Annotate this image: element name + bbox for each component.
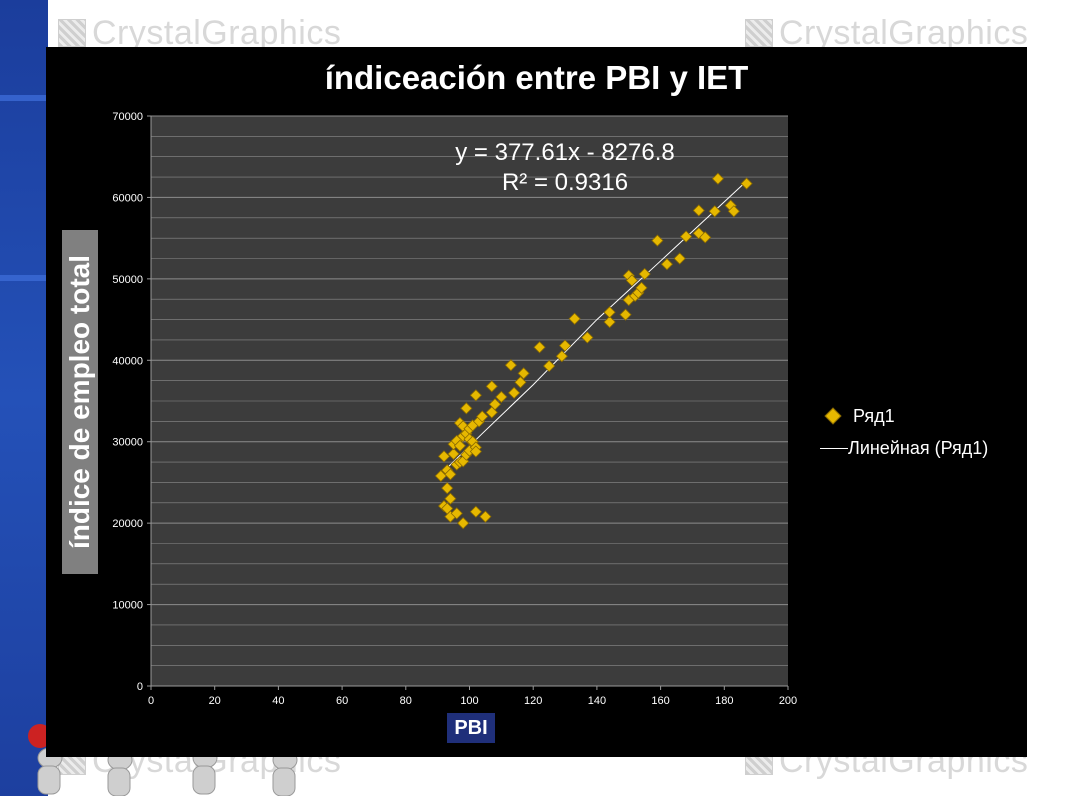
legend-item-series: Ряд1 <box>820 400 988 432</box>
data-point <box>727 205 740 218</box>
data-point <box>708 205 721 218</box>
data-point <box>568 312 581 325</box>
x-tick-label: 160 <box>651 695 669 707</box>
data-point <box>488 398 502 411</box>
y-tick-label: 60000 <box>112 192 143 204</box>
legend: Ряд1 Линейная (Ряд1) <box>820 400 988 464</box>
x-tick-label: 140 <box>588 695 606 707</box>
data-point <box>469 505 482 518</box>
data-point <box>699 231 712 244</box>
x-tick-label: 80 <box>400 695 412 707</box>
y-tick-label: 20000 <box>112 518 143 530</box>
x-tick-label: 60 <box>336 695 348 707</box>
data-point <box>504 359 517 372</box>
data-point <box>651 234 664 247</box>
data-point <box>508 386 521 399</box>
data-point <box>711 172 724 185</box>
watermark-logo-icon <box>58 19 86 47</box>
slide-left-band <box>0 0 48 796</box>
y-tick-label: 50000 <box>112 274 143 286</box>
legend-item-trendline: Линейная (Ряд1) <box>820 432 988 464</box>
data-point <box>543 359 556 373</box>
data-point <box>514 376 527 389</box>
data-point <box>476 410 489 423</box>
legend-label: Линейная (Ряд1) <box>848 437 989 458</box>
y-axis-title: índice de empleo total <box>64 254 95 550</box>
y-tick-label: 10000 <box>112 600 143 612</box>
data-point <box>450 507 463 520</box>
data-point <box>581 331 594 344</box>
data-point <box>469 445 482 458</box>
data-point <box>444 468 457 481</box>
data-point <box>740 177 753 190</box>
data-point <box>603 306 616 319</box>
x-tick-label: 0 <box>148 695 154 707</box>
data-point <box>447 447 460 460</box>
data-point <box>673 252 686 265</box>
data-point <box>479 510 492 523</box>
data-point <box>434 469 447 482</box>
y-tick-label: 30000 <box>112 437 143 449</box>
chart-title: índiceación entre PBI y IET <box>324 59 749 96</box>
watermark-logo-icon <box>745 19 773 47</box>
data-point <box>558 339 572 352</box>
data-point <box>444 492 457 505</box>
data-point <box>460 402 473 415</box>
data-point <box>441 482 454 495</box>
y-tick-label: 70000 <box>112 111 143 123</box>
legend-label: Ряд1 <box>853 405 895 426</box>
y-axis-title-box: índice de empleo total <box>62 230 98 574</box>
data-point <box>625 274 639 287</box>
data-point <box>457 517 470 530</box>
trendline-equation: y = 377.61x - 8276.8 R² = 0.9316 <box>420 138 710 198</box>
data-point <box>485 380 498 393</box>
trendline-r-squared: R² = 0.9316 <box>501 169 629 196</box>
x-tick-label: 40 <box>272 695 284 707</box>
data-point <box>638 267 651 281</box>
data-point <box>692 204 705 217</box>
trendline-swatch-icon <box>820 447 848 449</box>
x-tick-label: 180 <box>715 695 733 707</box>
data-point <box>517 367 530 380</box>
data-point <box>660 258 674 271</box>
data-point <box>453 439 467 452</box>
watermark: CrystalGraphics <box>745 14 1028 53</box>
x-tick-label: 100 <box>460 695 478 707</box>
trendline-formula: y = 377.61x - 8276.8 <box>455 139 675 166</box>
x-axis-title: PBI <box>447 713 495 743</box>
x-tick-label: 200 <box>779 695 797 707</box>
data-point <box>533 341 546 354</box>
data-point <box>635 281 648 294</box>
data-point <box>437 450 451 463</box>
data-point <box>603 315 616 329</box>
data-point <box>680 230 693 243</box>
y-tick-label: 0 <box>137 681 143 693</box>
x-tick-label: 120 <box>524 695 542 707</box>
data-point <box>469 389 482 402</box>
y-tick-label: 40000 <box>112 355 143 367</box>
data-point <box>555 350 568 363</box>
data-point <box>495 390 508 403</box>
x-tick-label: 20 <box>209 695 221 707</box>
diamond-marker-icon <box>824 407 842 425</box>
data-point <box>619 308 632 321</box>
watermark: CrystalGraphics <box>58 14 341 53</box>
